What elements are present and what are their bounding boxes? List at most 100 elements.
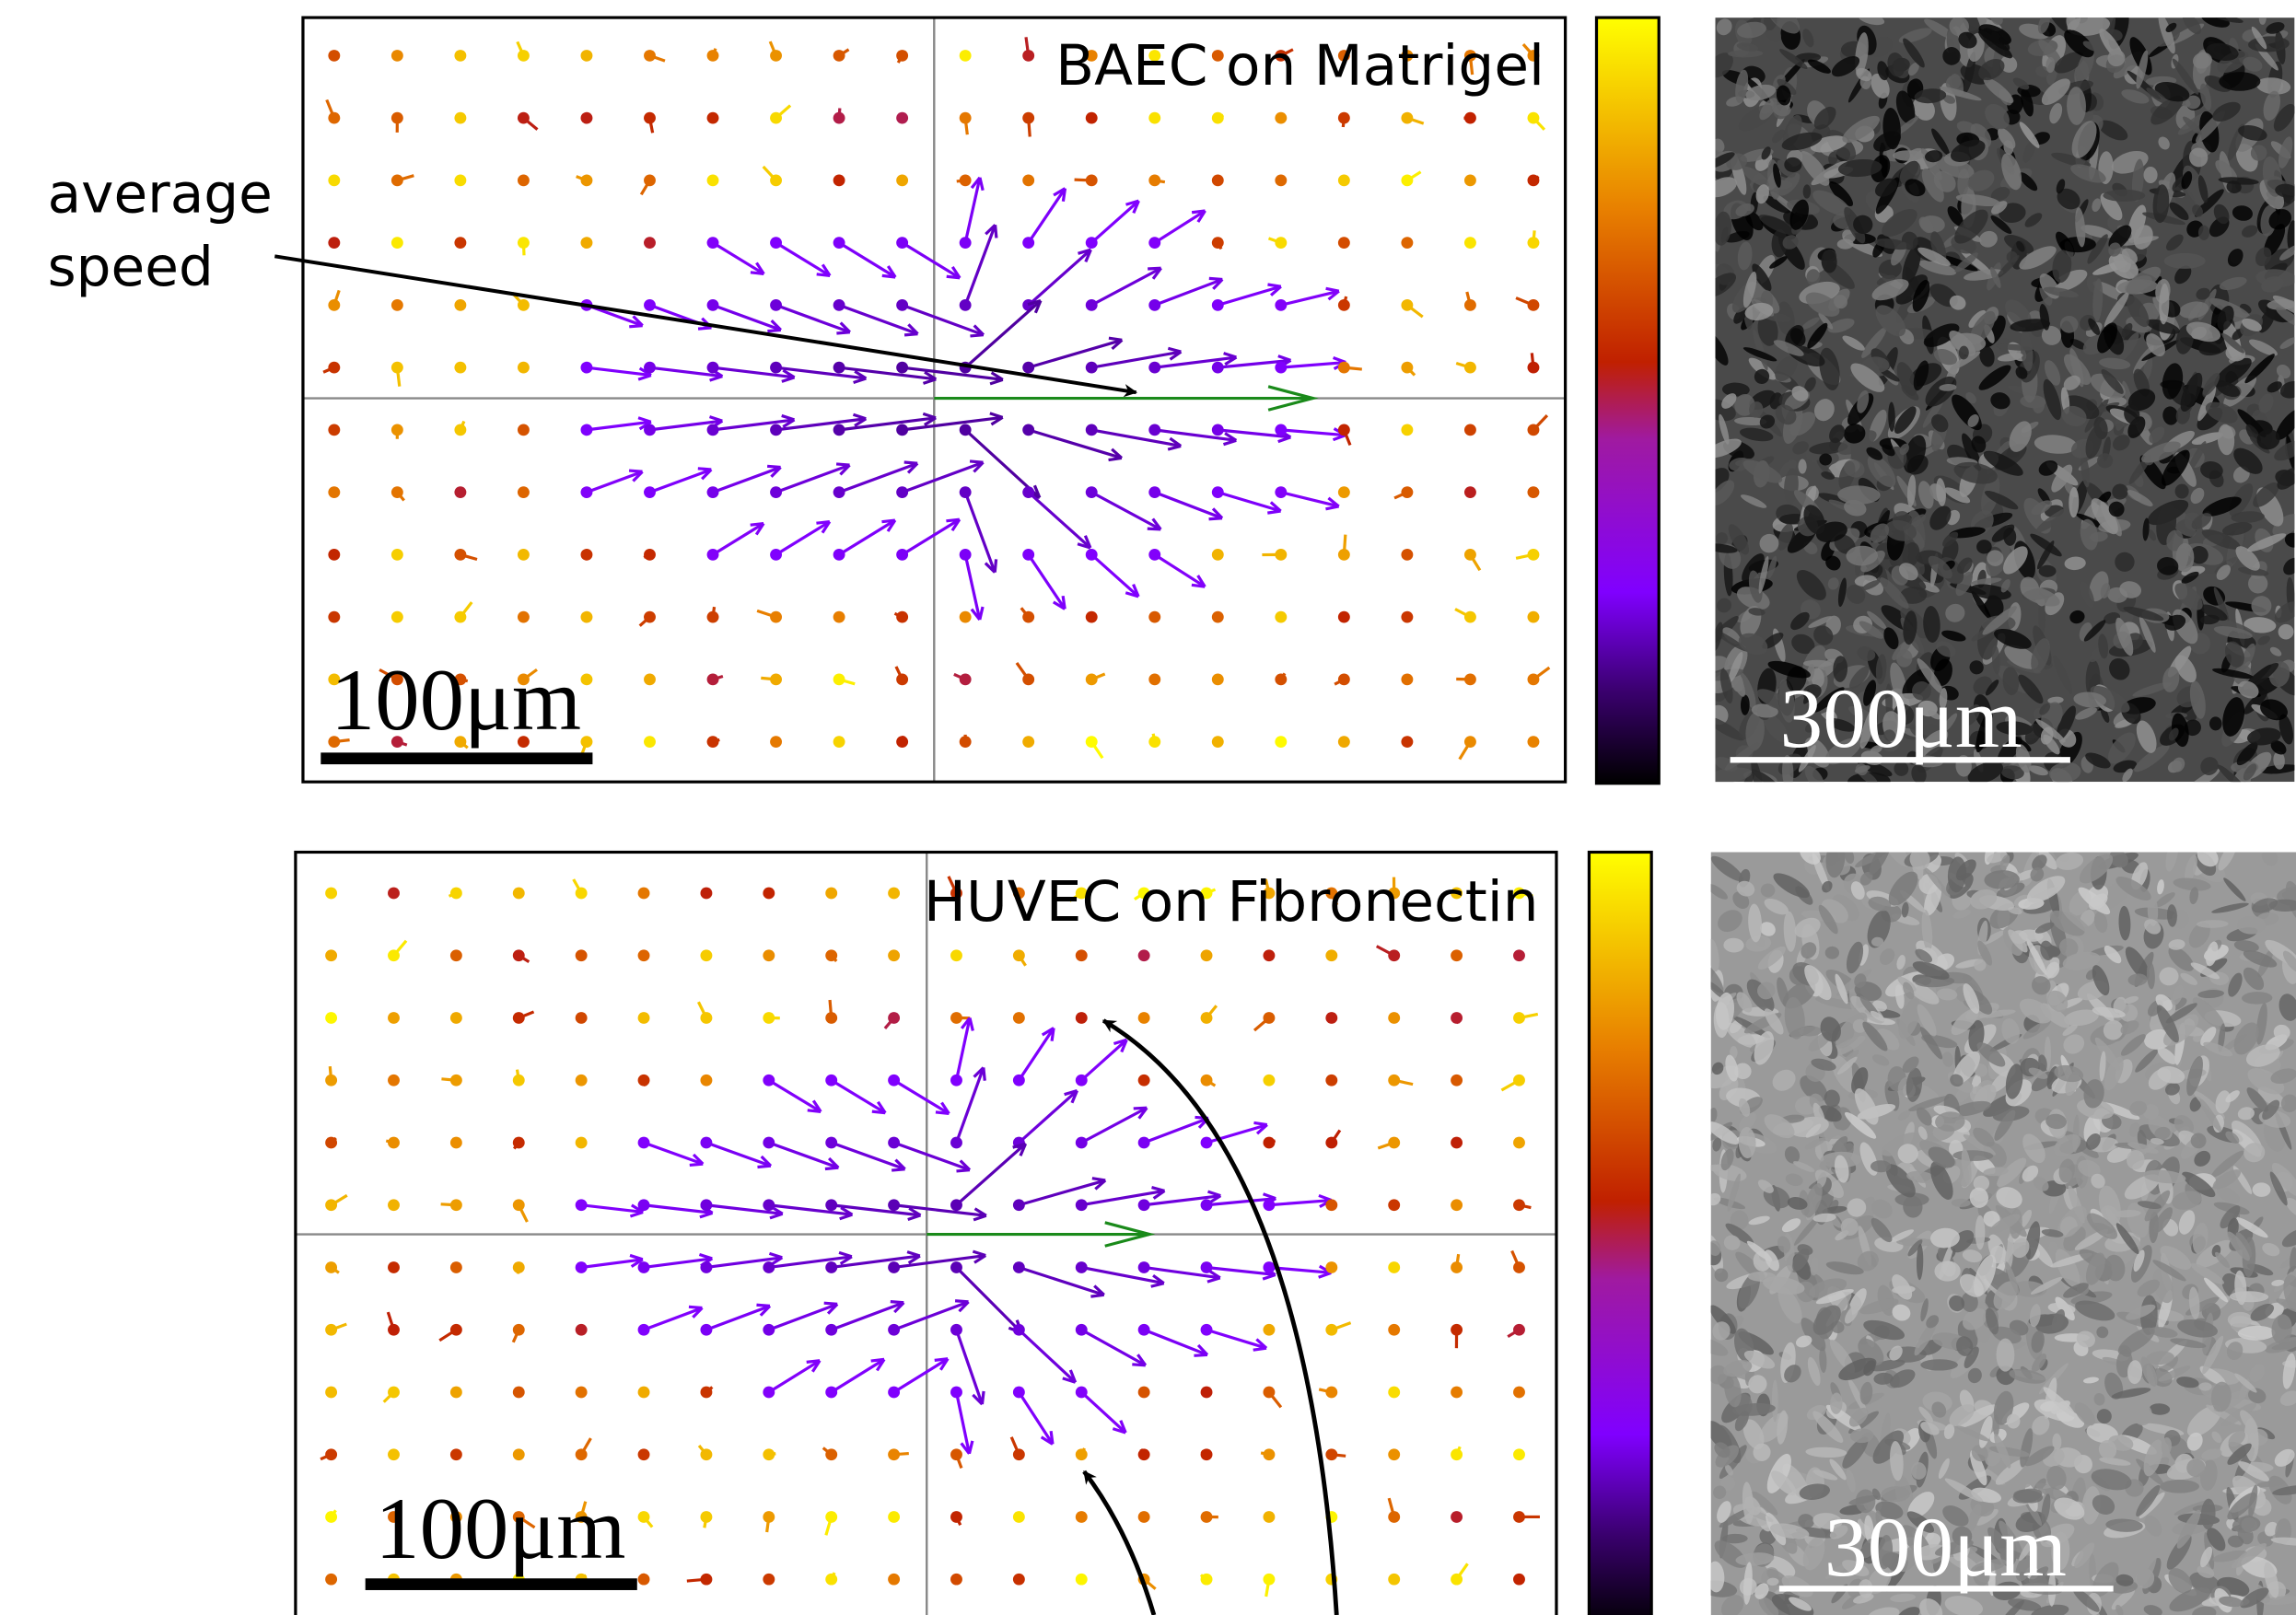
vector-dot bbox=[450, 1387, 462, 1399]
vector bbox=[460, 602, 472, 617]
vector bbox=[1460, 742, 1471, 760]
vector bbox=[965, 118, 967, 134]
cell bbox=[2039, 565, 2057, 577]
vector-dot bbox=[1325, 949, 1337, 961]
vector bbox=[1457, 1254, 1459, 1267]
vector-dot bbox=[1528, 486, 1540, 498]
vector-dot bbox=[1401, 549, 1413, 561]
vector-dot bbox=[1212, 611, 1224, 623]
vector-dot bbox=[454, 237, 466, 249]
vector bbox=[767, 1516, 769, 1532]
vector-dot bbox=[576, 1137, 588, 1149]
vector-dot bbox=[388, 1448, 400, 1460]
vector bbox=[769, 1361, 820, 1392]
vector bbox=[1081, 1108, 1147, 1143]
vector bbox=[706, 1306, 770, 1330]
vector bbox=[1019, 1028, 1054, 1081]
vector-dot bbox=[1451, 949, 1463, 961]
vector bbox=[1091, 742, 1102, 759]
vector bbox=[1153, 734, 1155, 742]
scale-bar bbox=[321, 752, 592, 764]
vector-dot bbox=[450, 1448, 462, 1460]
scale-bar-label: 300μm bbox=[1779, 672, 2022, 766]
vector-dot bbox=[638, 888, 650, 900]
vector-dot bbox=[388, 1075, 400, 1086]
vector bbox=[903, 736, 904, 741]
vector-dot bbox=[518, 611, 530, 623]
vector bbox=[894, 1359, 949, 1392]
vector bbox=[441, 1204, 457, 1205]
vector-dot bbox=[454, 50, 466, 62]
vector bbox=[965, 225, 995, 305]
vector-dot bbox=[454, 486, 466, 498]
vector bbox=[1019, 1330, 1075, 1382]
vector-dot bbox=[825, 888, 837, 900]
vector-dot bbox=[581, 549, 593, 561]
vector bbox=[1457, 1018, 1459, 1024]
vector-dot bbox=[1338, 237, 1350, 249]
vector bbox=[644, 1080, 646, 1086]
vector bbox=[1218, 493, 1280, 511]
vector-dot bbox=[1388, 1324, 1400, 1336]
vector-dot bbox=[1513, 1448, 1525, 1460]
vector-dot bbox=[644, 237, 656, 249]
vector-dot bbox=[1513, 1574, 1525, 1586]
vector-dot bbox=[328, 175, 340, 187]
vector-dot bbox=[581, 50, 593, 62]
vector bbox=[956, 1267, 1020, 1332]
vector-dot bbox=[1263, 1075, 1275, 1086]
vector-dot bbox=[388, 1012, 400, 1024]
vector-dot bbox=[644, 736, 656, 748]
vector-dot bbox=[1513, 1137, 1525, 1149]
vector bbox=[1344, 367, 1361, 369]
vector bbox=[776, 106, 791, 119]
vector-dot bbox=[1022, 736, 1034, 748]
vector-dot bbox=[1513, 949, 1525, 961]
vector-dot bbox=[1076, 1012, 1088, 1024]
vector-dot bbox=[896, 611, 908, 623]
vector-dot bbox=[1338, 736, 1350, 748]
vector-dot bbox=[581, 175, 593, 187]
vector-dot bbox=[450, 1261, 462, 1273]
vector bbox=[1081, 1392, 1125, 1433]
vector-dot bbox=[518, 362, 530, 374]
cell bbox=[2219, 72, 2260, 91]
vector-dot bbox=[638, 1012, 650, 1024]
vector-dot bbox=[707, 112, 719, 124]
vector-dot bbox=[950, 1574, 962, 1586]
vector-dot bbox=[1138, 1387, 1150, 1399]
vector-dot bbox=[1338, 486, 1350, 498]
vector-dot bbox=[1464, 486, 1476, 498]
cell bbox=[2160, 1480, 2199, 1493]
vector-dot bbox=[1263, 1511, 1275, 1523]
cell bbox=[1772, 1379, 1778, 1422]
vector-dot bbox=[833, 611, 845, 623]
vector-dot bbox=[518, 549, 530, 561]
vector-dot bbox=[1076, 1511, 1088, 1523]
vector bbox=[713, 467, 781, 492]
vector-dot bbox=[450, 949, 462, 961]
vector bbox=[832, 1359, 884, 1392]
vector-dot bbox=[1138, 949, 1150, 961]
vector bbox=[705, 1516, 706, 1528]
vector bbox=[643, 1574, 644, 1579]
vector-dot bbox=[700, 888, 712, 900]
vector-dot bbox=[1325, 1261, 1337, 1273]
vector-dot bbox=[450, 1012, 462, 1024]
vector-dot bbox=[1212, 673, 1224, 685]
vector-dot bbox=[1148, 611, 1160, 623]
vector bbox=[439, 1330, 456, 1341]
vector bbox=[1532, 353, 1533, 367]
vector bbox=[894, 1080, 950, 1113]
vector-dot bbox=[1451, 1199, 1463, 1211]
vector bbox=[1344, 535, 1345, 555]
vector-dot bbox=[1138, 1012, 1150, 1024]
vector-dot bbox=[1401, 611, 1413, 623]
vector-dot bbox=[770, 736, 782, 748]
vector-dot bbox=[707, 175, 719, 187]
vector-dot bbox=[1263, 949, 1275, 961]
vector-dot bbox=[518, 424, 530, 436]
vector-dot bbox=[581, 673, 593, 685]
vector bbox=[830, 1000, 832, 1018]
